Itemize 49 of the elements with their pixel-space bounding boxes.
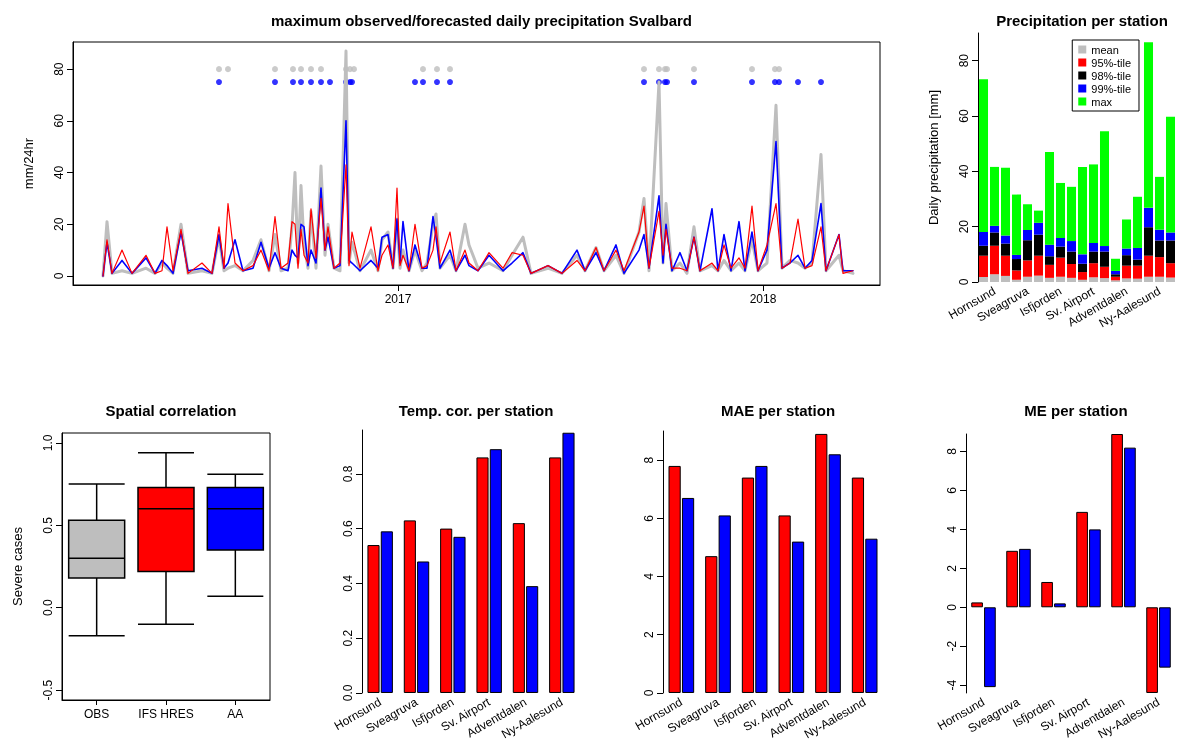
- y-tick-label: 20: [52, 217, 66, 231]
- y-tick-label: -2: [945, 640, 959, 652]
- y-tick-label: 0.0: [41, 599, 55, 617]
- y-tick-label: 40: [52, 165, 66, 180]
- chart-title: Spatial correlation: [105, 402, 237, 419]
- y-tick-label: 80: [52, 62, 66, 76]
- y-tick-label: 4: [642, 572, 656, 580]
- y-tick-label: 1.0: [41, 434, 55, 452]
- y-tick-label: 2: [945, 564, 959, 572]
- y-tick-label: -0.5: [41, 679, 55, 701]
- chart-title: Precipitation per station: [996, 12, 1168, 29]
- y-tick-label: -4: [945, 679, 959, 691]
- legend-label: 95%-tile: [1091, 56, 1132, 69]
- y-tick-label: 8: [945, 447, 959, 455]
- x-tick-label: 2018: [749, 292, 777, 306]
- chart-title: ME per station: [1024, 402, 1128, 419]
- y-tick-label: 20: [957, 219, 971, 234]
- x-tick-label: OBS: [83, 707, 110, 721]
- y-tick-label: 0.6: [341, 519, 355, 537]
- legend-label: 98%-tile: [1091, 69, 1132, 82]
- y-tick-label: 80: [957, 53, 971, 68]
- chart-title: Temp. cor. per station: [398, 402, 554, 419]
- y-tick-label: 60: [52, 113, 66, 128]
- y-tick-label: 0.4: [341, 574, 355, 592]
- y-tick-label: 8: [642, 456, 656, 464]
- y-tick-label: 0: [945, 603, 959, 611]
- x-tick-label: IFS HRES: [138, 707, 194, 721]
- y-tick-label: 60: [957, 109, 971, 123]
- y-tick-label: 6: [642, 514, 656, 522]
- y-axis-title: Daily precipitation [mm]: [926, 89, 941, 226]
- chart-title: MAE per station: [720, 402, 836, 419]
- y-tick-label: 0.2: [341, 629, 355, 647]
- y-tick-label: 40: [957, 164, 971, 179]
- y-tick-label: 4: [945, 525, 959, 533]
- y-tick-label: 6: [945, 486, 959, 494]
- y-tick-label: 0: [957, 278, 971, 286]
- y-tick-label: 0.5: [41, 516, 55, 534]
- y-axis-title: Severe cases: [10, 526, 25, 606]
- chart-title: maximum observed/forecasted daily precipitation Svalbard: [271, 12, 692, 29]
- legend-label: 99%-tile: [1091, 82, 1132, 95]
- legend-label: max: [1091, 95, 1113, 108]
- y-axis-title: mm/24hr: [21, 137, 36, 190]
- legend-label: mean: [1091, 43, 1119, 56]
- y-tick-label: 2: [642, 631, 656, 639]
- x-tick-label: AA: [227, 707, 244, 721]
- y-tick-label: 0: [642, 689, 656, 697]
- y-tick-label: 0.8: [341, 465, 355, 483]
- x-tick-label: 2017: [384, 292, 412, 306]
- y-tick-label: 0: [52, 272, 66, 280]
